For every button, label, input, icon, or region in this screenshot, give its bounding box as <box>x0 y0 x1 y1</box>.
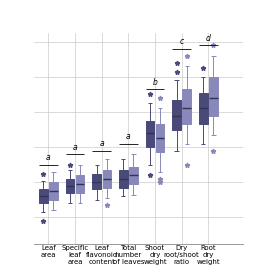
Bar <box>66 179 74 193</box>
Bar <box>76 175 85 193</box>
Bar <box>92 173 101 189</box>
Bar <box>49 182 58 200</box>
Bar <box>146 121 154 147</box>
Bar <box>209 77 218 116</box>
Bar <box>172 100 181 130</box>
Bar <box>39 189 48 203</box>
Bar <box>199 93 208 124</box>
Bar <box>119 170 128 188</box>
Text: c: c <box>180 37 184 46</box>
Bar <box>156 124 164 152</box>
Text: a: a <box>126 132 131 141</box>
Bar <box>103 170 111 188</box>
Text: a: a <box>46 153 51 162</box>
Text: a: a <box>73 142 77 152</box>
Text: a: a <box>99 139 104 148</box>
Bar <box>183 89 191 124</box>
Text: d: d <box>206 33 211 42</box>
Text: b: b <box>153 78 157 87</box>
Bar <box>129 167 138 184</box>
